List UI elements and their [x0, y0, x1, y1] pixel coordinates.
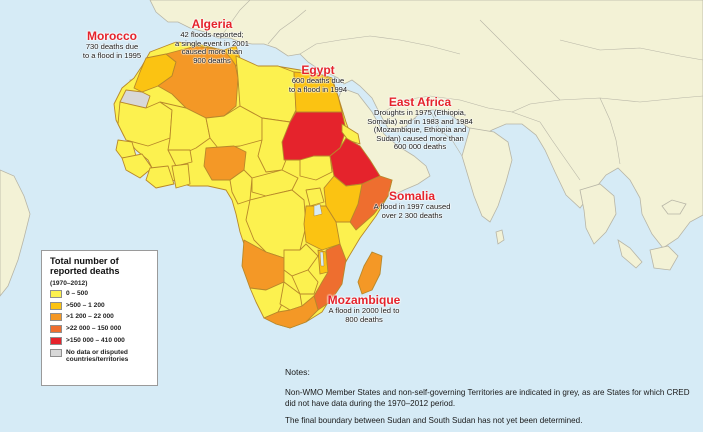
- label-somalia-line: over 2 300 deaths: [381, 210, 443, 220]
- legend-item: >500 – 1 200: [50, 301, 151, 310]
- country-ghana: [171, 163, 191, 189]
- southeast-asia: [579, 183, 617, 245]
- label-egypt-line: to a flood in 1994: [288, 84, 348, 94]
- madagascar-strait-island: [661, 199, 687, 215]
- legend-subtitle: (1970–2012): [50, 279, 88, 287]
- country-burkina: [167, 149, 193, 167]
- label-algeria-line: a single event in 2001: [175, 38, 249, 48]
- legend-swatch: [50, 313, 62, 322]
- label-morocco: Morocco 730 deaths due to a flood in 199…: [70, 29, 154, 60]
- country-mauritania: [117, 101, 173, 147]
- country-madagascar: [357, 251, 383, 295]
- legend-swatch: [50, 348, 62, 357]
- country-guinea: [121, 153, 153, 179]
- label-egypt: Egypt 600 deaths due to a flood in 1994: [278, 63, 358, 94]
- legend-item: No data or disputed countries/territorie…: [50, 348, 151, 364]
- country-south-africa: [263, 295, 319, 329]
- lakes: [313, 203, 325, 267]
- europe-asia-landmass: [149, 0, 703, 249]
- legend-label: >150 000 – 410 000: [66, 336, 125, 344]
- label-mozambique-title: Mozambique: [327, 293, 401, 307]
- label-morocco-line: 730 deaths due: [85, 42, 139, 52]
- label-east-africa-title: East Africa: [388, 95, 452, 109]
- legend-swatch: [50, 325, 62, 334]
- label-east-africa-line: Somalia) and in 1983 and 1984: [367, 116, 473, 126]
- country-kenya: [323, 175, 363, 223]
- label-morocco-line: to a flood in 1995: [82, 50, 142, 60]
- legend-label: >500 – 1 200: [66, 301, 105, 309]
- sri-lanka: [495, 229, 505, 245]
- asia-borders: [219, 0, 703, 181]
- country-zambia: [283, 243, 319, 277]
- legend-title-line: Total number of: [50, 256, 119, 266]
- sumatra: [617, 239, 643, 269]
- country-eritrea: [341, 123, 361, 145]
- legend-label: No data or disputed countries/territorie…: [66, 348, 129, 364]
- legend-swatch: [50, 336, 62, 345]
- label-egypt-line: 600 deaths due: [291, 76, 345, 86]
- legend-title: Total number of reported deaths: [50, 256, 151, 277]
- label-algeria-title: Algeria: [191, 17, 233, 31]
- other-land: [0, 0, 703, 297]
- legend-item: >22 000 – 150 000: [50, 325, 151, 334]
- country-zimbabwe: [291, 269, 319, 295]
- legend-label: >1 200 – 22 000: [66, 313, 114, 321]
- legend-label: >22 000 – 150 000: [66, 325, 122, 333]
- legend-label: 0 – 500: [66, 289, 88, 297]
- label-egypt-title: Egypt: [301, 63, 335, 77]
- label-algeria-line: 42 floods reported;: [180, 30, 244, 40]
- label-algeria-line: caused more than: [181, 47, 243, 57]
- label-algeria-line: 900 deaths: [193, 55, 231, 65]
- label-morocco-title: Morocco: [86, 29, 137, 43]
- legend-item: >1 200 – 22 000: [50, 313, 151, 322]
- country-uganda: [305, 187, 325, 207]
- label-mozambique: Mozambique A flood in 2000 led to 800 de…: [318, 293, 410, 324]
- legend: Total number of reported deaths (1970–20…: [41, 250, 158, 386]
- label-mozambique-line: A flood in 2000 led to: [328, 306, 400, 316]
- notes-line: The final boundary between Sudan and Sou…: [285, 415, 583, 425]
- label-somalia-line: A flood in 1997 caused: [373, 202, 451, 212]
- label-mozambique-line: 800 deaths: [345, 314, 383, 324]
- label-east-africa-line: 600 000 deaths: [393, 142, 447, 152]
- legend-item: 0 – 500: [50, 289, 151, 298]
- notes-heading: Notes:: [285, 367, 310, 377]
- label-east-africa: East Africa Droughts in 1975 (Ethiopia, …: [360, 95, 480, 152]
- legend-swatch: [50, 289, 62, 298]
- notes-line: Non-WMO Member States and non-self-gover…: [285, 388, 690, 409]
- label-algeria: Algeria 42 floods reported; a single eve…: [162, 17, 262, 65]
- label-east-africa-line: Droughts in 1975 (Ethiopia,: [373, 108, 467, 118]
- americas-west: [0, 169, 31, 297]
- borneo: [649, 245, 679, 271]
- label-somalia-title: Somalia: [388, 189, 436, 203]
- legend-swatch: [50, 301, 62, 310]
- legend-title-line: reported deaths: [50, 266, 120, 277]
- label-east-africa-line: (Mozambique, Ethiopia and: [373, 125, 467, 135]
- legend-item: >150 000 – 410 000: [50, 336, 151, 345]
- country-libya: [235, 55, 297, 123]
- india: [461, 127, 513, 223]
- country-south-sudan: [299, 155, 333, 181]
- label-somalia: Somalia A flood in 1997 caused over 2 30…: [362, 189, 462, 220]
- notes: Notes: Non-WMO Member States and non-sel…: [285, 367, 701, 431]
- country-mozambique: [313, 243, 347, 311]
- country-cote-divoire: [145, 165, 175, 189]
- label-east-africa-line: Sudan) caused more than: [376, 133, 464, 143]
- country-tanzania: [303, 205, 341, 251]
